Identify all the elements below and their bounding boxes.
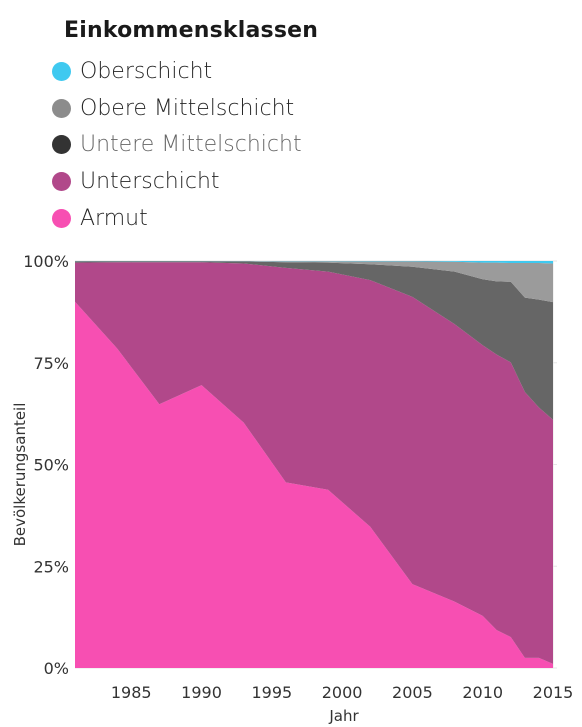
legend-label: Untere Mittelschicht <box>80 132 302 158</box>
areas <box>75 261 553 668</box>
legend-title: Einkommensklassen <box>64 18 319 43</box>
legend-swatch <box>52 209 71 229</box>
legend-swatch <box>52 98 71 118</box>
legend-item[interactable]: Obere Mittelschicht <box>52 90 318 127</box>
x-tick-label: 2000 <box>322 683 363 702</box>
area-obere-mittelschicht <box>75 261 553 303</box>
legend-label: Armut <box>80 206 148 232</box>
x-axis-title: Jahr <box>328 707 359 725</box>
area-armut <box>75 301 553 668</box>
area-oberschicht <box>75 261 553 264</box>
y-tick-label: 50% <box>33 456 69 475</box>
legend-label: Obere Mittelschicht <box>80 95 295 121</box>
legend-item[interactable]: Armut <box>52 200 318 237</box>
legend-item[interactable]: Oberschicht <box>52 53 318 90</box>
y-tick-label: 75% <box>33 354 69 373</box>
legend-items: Oberschicht Obere Mittelschicht Untere Mit… <box>52 53 318 237</box>
legend-label: Oberschicht <box>80 58 213 84</box>
y-tick-label: 100% <box>23 252 69 271</box>
legend-swatch <box>52 172 71 192</box>
x-tick-label: 1990 <box>181 683 222 702</box>
legend: Einkommensklassen Oberschicht Obere Mitte… <box>52 18 318 237</box>
area-untere-mittelschicht <box>75 261 553 420</box>
x-tick-label: 2005 <box>392 683 433 702</box>
y-tick-label: 0% <box>44 659 69 678</box>
legend-item[interactable]: Untere Mittelschicht <box>52 127 318 164</box>
axes: 0% 25% 50% 75% 100% 1985 1990 1995 2000 2005 2010 2… <box>23 252 573 702</box>
legend-swatch <box>52 135 71 155</box>
x-tick-label: 1995 <box>251 683 292 702</box>
x-tick-label: 2010 <box>462 683 503 702</box>
area-unterschicht <box>75 262 553 664</box>
legend-item[interactable]: Unterschicht <box>52 163 318 200</box>
legend-label: Unterschicht <box>80 169 220 195</box>
y-axis-title: Bevölkerungsanteil <box>11 403 29 547</box>
legend-swatch <box>52 61 71 81</box>
x-tick-label: 1985 <box>111 683 152 702</box>
x-tick-label: 2015 <box>533 683 574 702</box>
y-tick-label: 25% <box>33 557 69 576</box>
